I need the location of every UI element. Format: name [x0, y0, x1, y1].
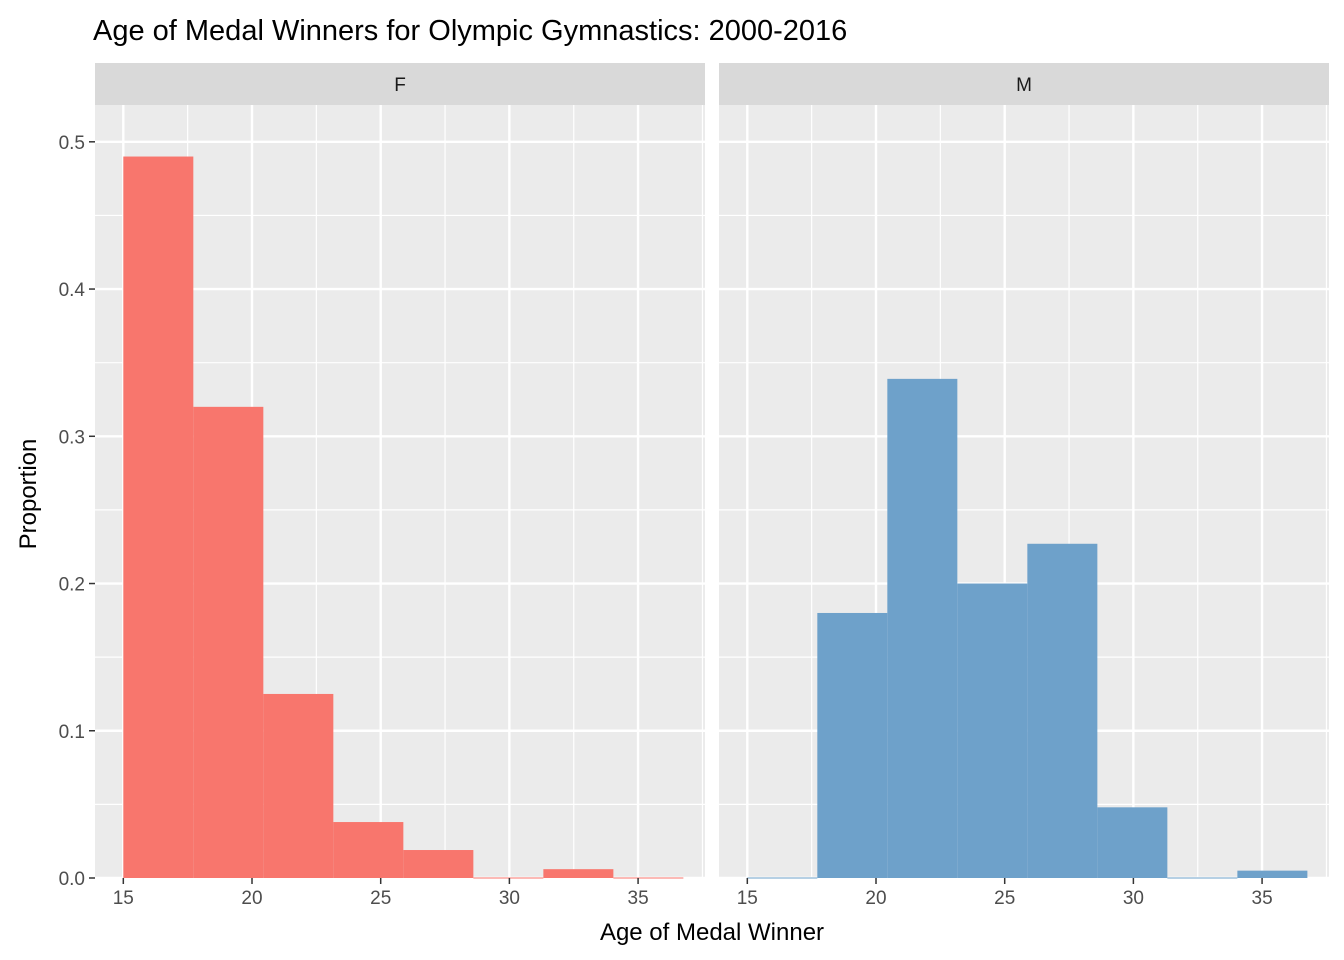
facet-strip: [719, 63, 1329, 105]
facet-strip-label: F: [394, 75, 406, 96]
y-tick-label: 0.4: [59, 280, 86, 301]
histogram-bar: [1237, 870, 1308, 878]
histogram-bar: [543, 869, 614, 878]
histogram-bar: [193, 406, 264, 878]
x-tick-label: 30: [499, 888, 520, 909]
histogram-bar: [123, 156, 194, 879]
facet-strip: [95, 63, 705, 105]
x-tick-label: 15: [113, 888, 134, 909]
chart-title: Age of Medal Winners for Olympic Gymnast…: [93, 15, 847, 47]
facet-strip-label: M: [1016, 75, 1032, 96]
x-tick-label: 25: [994, 888, 1015, 909]
x-axis-title: Age of Medal Winner: [600, 919, 824, 946]
facet-panels: F 15 20 25 30 35 M 15 20 25 30 35: [95, 63, 1329, 909]
y-axis-title: Proportion: [15, 439, 42, 550]
histogram-bar: [887, 378, 958, 878]
histogram-bar: [1097, 807, 1168, 878]
y-tick-label: 0.5: [59, 133, 85, 154]
y-tick-label: 0.3: [59, 427, 85, 448]
y-tick-label: 0.1: [59, 722, 85, 743]
histogram-bar: [333, 822, 404, 878]
x-tick-label: 25: [370, 888, 391, 909]
x-tick-label: 15: [737, 888, 758, 909]
y-tick-label: 0.0: [59, 869, 85, 890]
x-tick-label: 20: [241, 888, 262, 909]
facet-panel-m: M 15 20 25 30 35: [719, 63, 1329, 909]
x-tick-label: 30: [1123, 888, 1144, 909]
x-tick-label: 35: [628, 888, 649, 909]
facet-panel-f: F 15 20 25 30 35: [95, 63, 705, 909]
histogram-bar: [817, 612, 888, 878]
histogram-bar: [1027, 543, 1098, 878]
x-tick-label: 35: [1252, 888, 1273, 909]
histogram-bar: [263, 693, 334, 878]
y-axis: 0.0 0.1 0.2 0.3 0.4 0.5: [59, 133, 95, 890]
histogram-bar: [403, 850, 474, 878]
y-tick-label: 0.2: [59, 575, 85, 596]
histogram-bar: [957, 583, 1028, 878]
x-tick-label: 20: [865, 888, 886, 909]
